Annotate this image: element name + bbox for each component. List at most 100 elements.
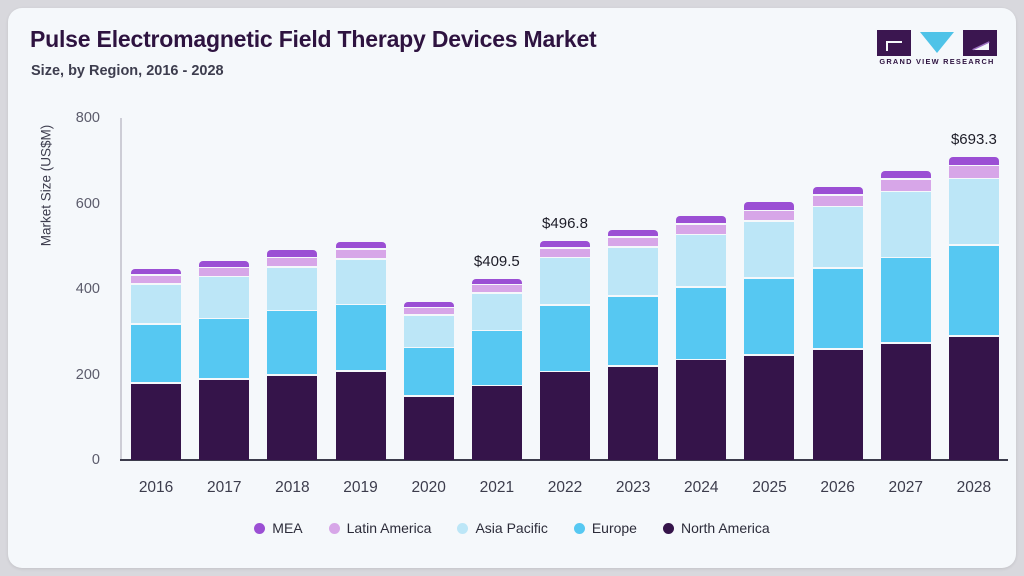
x-axis-tick-label: 2021 — [479, 479, 515, 496]
bar-group[interactable] — [676, 216, 727, 460]
bar-group[interactable] — [744, 202, 795, 460]
bar-segment-asia-pacific[interactable] — [471, 293, 522, 330]
legend-item-mea[interactable]: MEA — [254, 520, 303, 536]
bar-segment-latin-america[interactable] — [880, 179, 931, 191]
bar-segment-mea[interactable] — [948, 157, 999, 165]
bar-stack — [676, 216, 727, 460]
bar-segment-latin-america[interactable] — [676, 224, 727, 234]
bar-segment-north-america[interactable] — [131, 383, 182, 460]
bar-group[interactable] — [880, 170, 931, 460]
bar-stack — [608, 229, 659, 460]
bar-segment-europe[interactable] — [676, 287, 727, 359]
bar-segment-north-america[interactable] — [676, 360, 727, 460]
bar-group[interactable] — [199, 260, 250, 460]
bar-segment-north-america[interactable] — [744, 355, 795, 460]
bar-segment-asia-pacific[interactable] — [744, 221, 795, 278]
bar-segment-asia-pacific[interactable] — [880, 192, 931, 257]
bar-segment-latin-america[interactable] — [199, 268, 250, 276]
bar-segment-mea[interactable] — [880, 170, 931, 179]
bar-segment-latin-america[interactable] — [267, 258, 318, 267]
legend-swatch-icon — [457, 522, 469, 534]
legend-item-latin-america[interactable]: Latin America — [328, 520, 432, 536]
bar-group[interactable] — [131, 268, 182, 460]
x-axis-tick-label: 2027 — [888, 479, 923, 496]
bar-segment-mea[interactable] — [676, 216, 727, 224]
bar-segment-asia-pacific[interactable] — [267, 267, 318, 310]
bar-segment-north-america[interactable] — [608, 366, 659, 460]
bar-group[interactable] — [335, 241, 386, 460]
bar-segment-mea[interactable] — [608, 229, 659, 237]
bar-segment-europe[interactable] — [812, 268, 863, 349]
bar-segment-mea[interactable] — [131, 268, 182, 275]
bar-group[interactable] — [812, 186, 863, 460]
bar-group[interactable] — [608, 229, 659, 460]
bar-group[interactable] — [471, 278, 522, 460]
bar-segment-europe[interactable] — [267, 311, 318, 375]
bar-segment-north-america[interactable] — [880, 343, 931, 460]
bar-group[interactable] — [403, 302, 454, 460]
bar-segment-europe[interactable] — [335, 305, 386, 371]
bar-segment-latin-america[interactable] — [812, 195, 863, 206]
bar-segment-north-america[interactable] — [267, 375, 318, 460]
bar-segment-north-america[interactable] — [812, 349, 863, 460]
bar-segment-north-america[interactable] — [403, 396, 454, 460]
bar-segment-mea[interactable] — [335, 241, 386, 249]
bar-segment-latin-america[interactable] — [744, 211, 795, 221]
bar-segment-latin-america[interactable] — [608, 237, 659, 247]
bar-segment-europe[interactable] — [403, 348, 454, 396]
bar-segment-latin-america[interactable] — [131, 275, 182, 284]
bar-segment-asia-pacific[interactable] — [199, 277, 250, 318]
x-axis-tick-label: 2016 — [138, 479, 174, 496]
legend-item-north-america[interactable]: North America — [662, 520, 770, 536]
bar-group[interactable] — [540, 241, 590, 460]
y-axis-tick-label: 200 — [75, 366, 100, 383]
bar-segment-asia-pacific[interactable] — [948, 179, 999, 245]
bar-segment-north-america[interactable] — [540, 372, 590, 460]
bar-segment-europe[interactable] — [880, 258, 931, 343]
legend-label: North America — [680, 520, 770, 536]
bar-stack — [880, 170, 931, 460]
bar-segment-mea[interactable] — [540, 241, 590, 248]
bar-stack — [267, 250, 318, 460]
bar-segment-asia-pacific[interactable] — [403, 315, 454, 347]
bar-segment-europe[interactable] — [540, 305, 590, 371]
bar-segment-mea[interactable] — [403, 302, 454, 307]
bar-segment-asia-pacific[interactable] — [540, 258, 590, 305]
x-axis-tick-label: 2018 — [275, 479, 310, 496]
bar-segment-latin-america[interactable] — [335, 249, 386, 259]
bar-segment-latin-america[interactable] — [471, 285, 522, 293]
bar-segment-mea[interactable] — [267, 250, 318, 257]
bar-segment-latin-america[interactable] — [540, 248, 590, 257]
bar-segment-north-america[interactable] — [948, 336, 999, 460]
bar-stack — [744, 202, 795, 460]
bar-segment-europe[interactable] — [199, 319, 250, 379]
x-axis-tick-label: 2017 — [206, 479, 242, 496]
bar-segment-mea[interactable] — [744, 202, 795, 210]
bar-segment-mea[interactable] — [199, 260, 250, 267]
bar-group[interactable] — [267, 250, 318, 460]
bar-segment-mea[interactable] — [812, 186, 863, 195]
bar-segment-europe[interactable] — [744, 278, 795, 355]
bar-segment-mea[interactable] — [471, 278, 522, 284]
legend-label: Latin America — [346, 520, 432, 536]
bar-segment-europe[interactable] — [471, 331, 522, 385]
bar-segment-latin-america[interactable] — [403, 308, 454, 315]
bar-group[interactable] — [948, 157, 999, 460]
bar-segment-north-america[interactable] — [335, 371, 386, 460]
y-axis-line — [120, 118, 122, 460]
bar-segment-latin-america[interactable] — [948, 166, 999, 178]
bar-segment-europe[interactable] — [131, 324, 182, 383]
bar-segment-asia-pacific[interactable] — [608, 247, 659, 295]
bar-segment-europe[interactable] — [608, 296, 659, 366]
bar-segment-asia-pacific[interactable] — [131, 284, 182, 324]
bar-segment-asia-pacific[interactable] — [676, 235, 727, 287]
bar-segment-europe[interactable] — [948, 245, 999, 336]
chart-card: Pulse Electromagnetic Field Therapy Devi… — [8, 8, 1016, 568]
bar-segment-north-america[interactable] — [471, 386, 522, 460]
bar-segment-north-america[interactable] — [199, 379, 250, 460]
bar-segment-asia-pacific[interactable] — [335, 259, 386, 304]
legend-item-asia-pacific[interactable]: Asia Pacific — [457, 520, 548, 536]
legend-item-europe[interactable]: Europe — [573, 520, 637, 536]
bar-segment-asia-pacific[interactable] — [812, 207, 863, 268]
legend-label: Asia Pacific — [475, 520, 548, 536]
